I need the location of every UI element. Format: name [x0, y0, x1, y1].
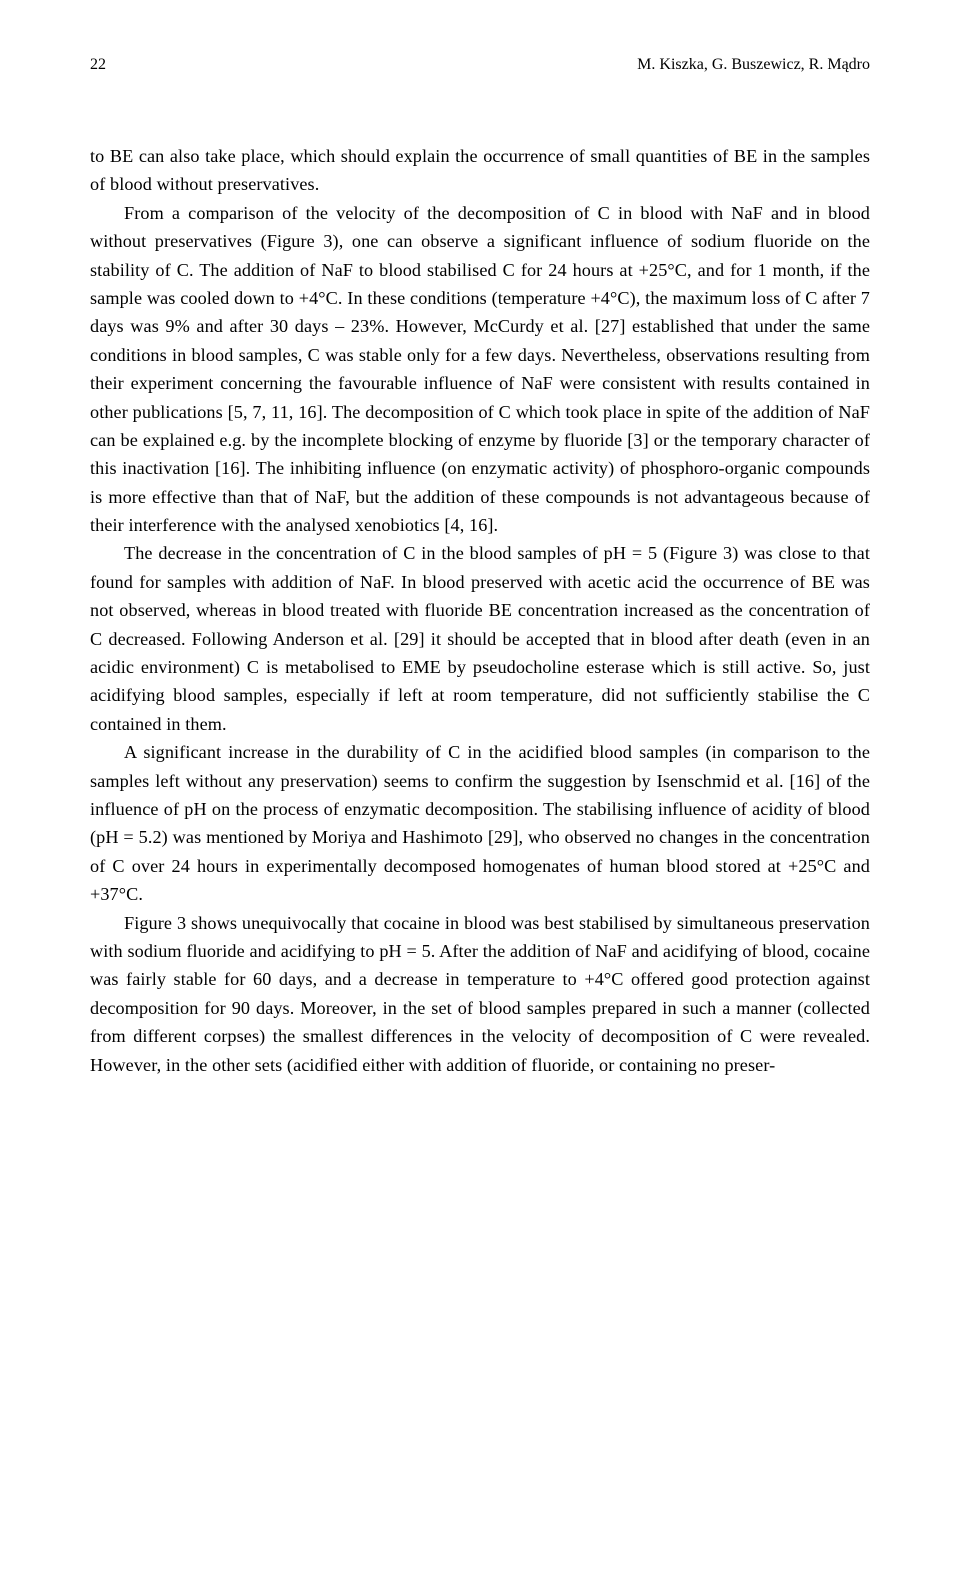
paragraph-1: to BE can also take place, which should … [90, 142, 870, 199]
paragraph-5: Figure 3 shows unequivocally that cocain… [90, 909, 870, 1079]
paragraph-2: From a comparison of the velocity of the… [90, 199, 870, 540]
authors-names: M. Kiszka, G. Buszewicz, R. Mądro [637, 56, 870, 74]
body-text: to BE can also take place, which should … [90, 142, 870, 1079]
page-number: 22 [90, 56, 106, 74]
paragraph-3: The decrease in the concentration of C i… [90, 539, 870, 738]
paragraph-4: A significant increase in the durability… [90, 738, 870, 908]
page-header: 22 M. Kiszka, G. Buszewicz, R. Mądro [90, 56, 870, 74]
